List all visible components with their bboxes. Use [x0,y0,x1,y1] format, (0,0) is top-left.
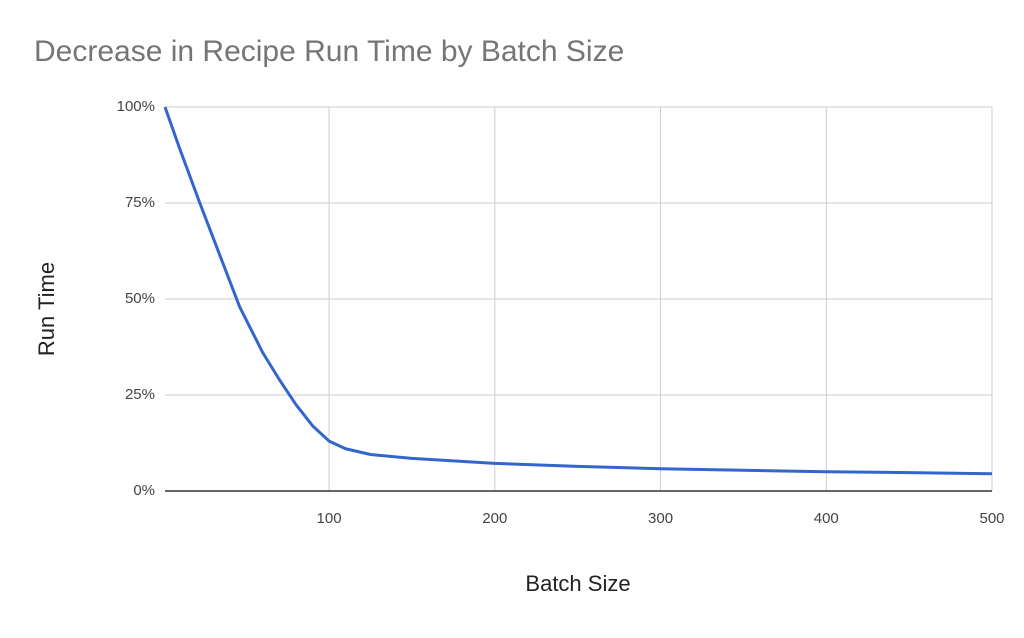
x-tick-label: 400 [814,510,839,527]
y-axis-label: Run Time [34,262,59,356]
x-tick-label: 100 [317,510,342,527]
y-tick-label: 0% [133,482,155,499]
y-tick-label: 75% [125,194,155,211]
y-tick-label: 25% [125,386,155,403]
y-tick-label: 50% [125,290,155,307]
x-tick-label: 300 [648,510,673,527]
x-tick-label: 500 [979,510,1004,527]
x-tick-label: 200 [482,510,507,527]
y-tick-label: 100% [117,98,155,115]
chart-title: Decrease in Recipe Run Time by Batch Siz… [34,35,624,68]
x-axis-label: Batch Size [525,571,630,596]
data-line [163,106,993,476]
